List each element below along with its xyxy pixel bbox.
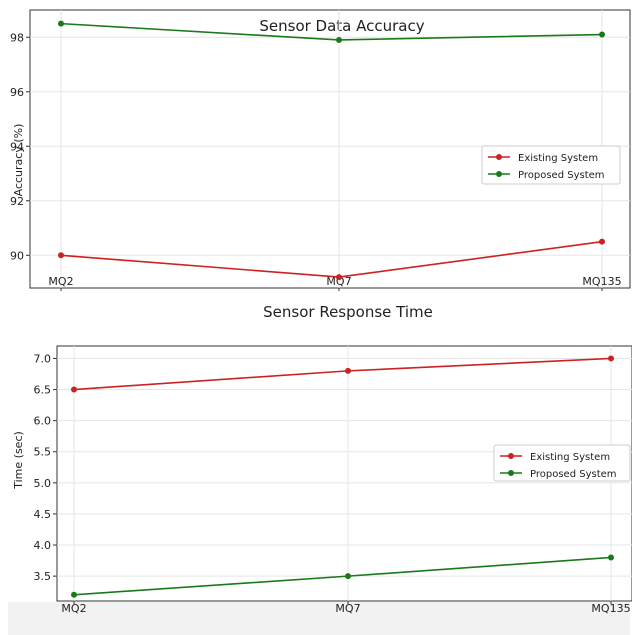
data-point <box>599 31 605 38</box>
plot-area: 3.5 4.0 4.5 5.0 5.5 6.0 6.5 7.0 MQ2 MQ7 MQ135 Exist… <box>34 345 632 615</box>
legend-entry: Proposed System <box>530 469 617 480</box>
legend-swatch-marker <box>508 470 514 476</box>
plot-frame <box>56 345 632 602</box>
response-chart-panel: Sensor Response Time Time (sec) 3.5 4.0 4.… <box>0 294 632 635</box>
legend-entry: Proposed System <box>518 170 605 181</box>
x-tick-label: MQ7 <box>335 602 360 615</box>
legend-entry: Existing System <box>530 452 610 463</box>
data-point <box>608 554 614 561</box>
data-point <box>599 238 605 245</box>
y-tick-label: 5.5 <box>34 446 52 459</box>
legend-swatch-marker <box>508 453 514 459</box>
legend-swatch-marker <box>496 154 502 160</box>
legend-box <box>481 145 621 185</box>
y-tick-label: 7.0 <box>34 352 52 365</box>
x-tick-label: MQ135 <box>582 275 621 288</box>
plot-area: 90 92 94 96 98 MQ2 MQ7 MQ135 Existing System Prop… <box>10 9 631 291</box>
data-point <box>336 36 342 43</box>
x-tick-label: MQ2 <box>61 602 86 615</box>
chart-title: Sensor Response Time <box>263 303 433 321</box>
accuracy-chart: Sensor Data Accuracy Accuracy (%) 90 92 94… <box>0 0 632 294</box>
chart-title: Sensor Data Accuracy <box>259 17 424 35</box>
legend-entry: Existing System <box>518 153 598 164</box>
y-tick-label: 5.0 <box>34 477 52 490</box>
y-tick-label: 90 <box>10 249 24 262</box>
accuracy-chart-panel: Sensor Data Accuracy Accuracy (%) 90 92 94… <box>0 0 632 294</box>
data-point <box>58 20 64 27</box>
y-tick-label: 94 <box>10 140 24 153</box>
plot-frame <box>29 9 631 289</box>
legend-swatch-marker <box>496 171 502 177</box>
x-tick-label: MQ135 <box>591 602 630 615</box>
y-tick-label: 6.5 <box>34 384 52 397</box>
x-tick-label: MQ2 <box>48 275 73 288</box>
y-axis-label: Time (sec) <box>12 431 25 490</box>
y-axis-label: Accuracy (%) <box>12 124 25 197</box>
y-tick-label: 3.5 <box>34 570 52 583</box>
y-tick-label: 92 <box>10 195 24 208</box>
data-point <box>71 591 77 598</box>
response-time-chart: Sensor Response Time Time (sec) 3.5 4.0 4.… <box>0 294 632 635</box>
y-tick-label: 4.5 <box>34 508 52 521</box>
data-point <box>345 367 351 374</box>
data-point <box>58 252 64 259</box>
data-point <box>345 573 351 580</box>
data-point <box>336 274 342 281</box>
y-tick-label: 98 <box>10 31 24 44</box>
bottom-strip <box>8 602 630 635</box>
data-point <box>608 355 614 362</box>
y-tick-label: 4.0 <box>34 539 52 552</box>
x-tick-label: MQ7 <box>326 275 351 288</box>
legend-box <box>493 444 631 482</box>
y-tick-label: 96 <box>10 86 24 99</box>
data-point <box>71 386 77 393</box>
y-tick-label: 6.0 <box>34 415 52 428</box>
